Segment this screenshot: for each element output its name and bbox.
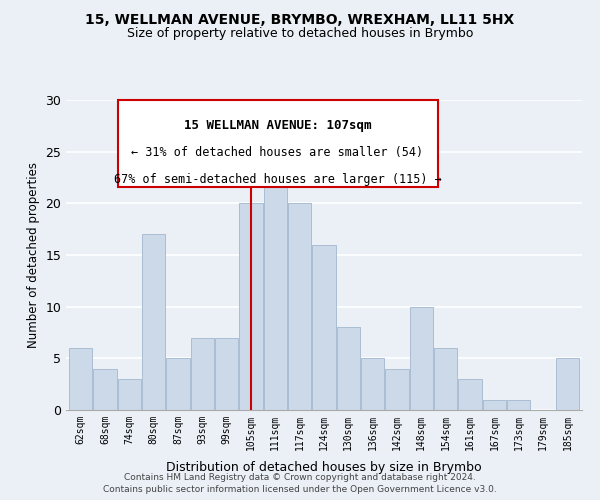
Bar	[385, 368, 409, 410]
Text: Contains HM Land Registry data © Crown copyright and database right 2024.: Contains HM Land Registry data © Crown c…	[124, 473, 476, 482]
Bar	[556, 358, 579, 410]
Text: 15, WELLMAN AVENUE, BRYMBO, WREXHAM, LL11 5HX: 15, WELLMAN AVENUE, BRYMBO, WREXHAM, LL1…	[85, 12, 515, 26]
Bar	[69, 348, 92, 410]
Text: Size of property relative to detached houses in Brymbo: Size of property relative to detached ho…	[127, 28, 473, 40]
Y-axis label: Number of detached properties: Number of detached properties	[27, 162, 40, 348]
Bar	[288, 204, 311, 410]
Bar	[361, 358, 384, 410]
Text: ← 31% of detached houses are smaller (54): ← 31% of detached houses are smaller (54…	[131, 146, 424, 158]
Bar	[337, 328, 360, 410]
Bar	[507, 400, 530, 410]
Bar	[313, 244, 335, 410]
Bar	[191, 338, 214, 410]
Bar	[142, 234, 165, 410]
Bar	[264, 162, 287, 410]
Text: 67% of semi-detached houses are larger (115) →: 67% of semi-detached houses are larger (…	[113, 172, 442, 186]
Bar	[118, 379, 141, 410]
Bar	[239, 204, 263, 410]
X-axis label: Distribution of detached houses by size in Brymbo: Distribution of detached houses by size …	[166, 461, 482, 474]
Bar	[458, 379, 482, 410]
Bar	[410, 306, 433, 410]
FancyBboxPatch shape	[118, 100, 437, 187]
Bar	[94, 368, 116, 410]
Bar	[483, 400, 506, 410]
Text: Contains public sector information licensed under the Open Government Licence v3: Contains public sector information licen…	[103, 486, 497, 494]
Bar	[166, 358, 190, 410]
Bar	[434, 348, 457, 410]
Text: 15 WELLMAN AVENUE: 107sqm: 15 WELLMAN AVENUE: 107sqm	[184, 118, 371, 132]
Bar	[215, 338, 238, 410]
